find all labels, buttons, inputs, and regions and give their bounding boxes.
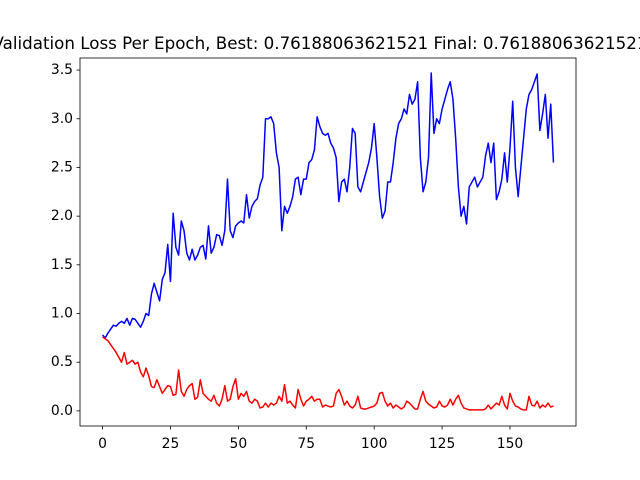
loss-line	[102, 336, 554, 411]
x-tick-label: 50	[230, 436, 248, 452]
y-tick-label: 1.5	[51, 257, 73, 273]
x-tick-label: 100	[361, 436, 388, 452]
y-tick-label: 0.5	[51, 354, 73, 370]
x-tick-label: 125	[429, 436, 456, 452]
x-tick-label: 150	[497, 436, 524, 452]
x-tick-label: 0	[98, 436, 107, 452]
y-tick-label: 2.0	[51, 208, 73, 224]
y-tick-label: 3.5	[51, 62, 73, 78]
y-tick-label: 2.5	[51, 159, 73, 175]
loss-line	[102, 72, 555, 339]
y-tick-label: 3.0	[51, 111, 73, 127]
x-tick-label: 25	[162, 436, 180, 452]
plot-frame	[79, 57, 577, 427]
chart-title: Validation Loss Per Epoch, Best: 0.76188…	[0, 33, 640, 53]
y-tick-label: 1.0	[51, 306, 73, 322]
x-tick-label: 75	[297, 436, 315, 452]
y-tick-label: 0.0	[51, 403, 73, 419]
